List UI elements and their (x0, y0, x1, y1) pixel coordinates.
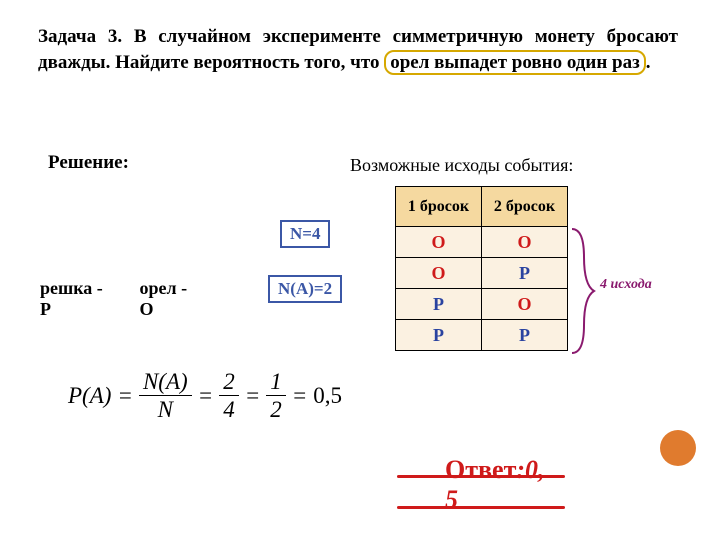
curly-bracket-icon (568, 227, 598, 355)
table-cell: О (396, 258, 482, 289)
n-box: N=4 (280, 220, 330, 248)
formula-result: 0,5 (313, 383, 342, 409)
corner-dot-icon (660, 430, 696, 466)
table-cell: О (396, 227, 482, 258)
answer-value-part1: :0, (516, 455, 544, 484)
table-row: Р Р (396, 320, 568, 351)
table-cell: Р (482, 320, 568, 351)
table-cell: Р (396, 289, 482, 320)
probability-formula: P(A) = N(A) N = 2 4 = 1 2 = 0,5 (68, 370, 342, 421)
answer-block: Ответ:0, 5 (445, 455, 545, 515)
formula-lhs: P(A) (68, 383, 111, 409)
outcomes-label: Возможные исходы события: (350, 155, 573, 176)
table-cell: Р (396, 320, 482, 351)
table-header-row: 1 бросок 2 бросок (396, 187, 568, 227)
problem-suffix: . (646, 52, 651, 73)
table-cell: О (482, 289, 568, 320)
answer-label: Ответ (445, 455, 516, 484)
legend: решка - Р орел - О (40, 278, 235, 320)
equals-sign: = (117, 383, 133, 409)
outcomes-table: 1 бросок 2 бросок О О О Р Р О Р Р (395, 186, 568, 351)
table-cell: О (482, 227, 568, 258)
equals-sign: = (292, 383, 308, 409)
fraction: 1 2 (266, 370, 286, 421)
answer-value-part2: 5 (445, 485, 458, 514)
legend-reshka: решка - Р (40, 278, 135, 320)
table-row: Р О (396, 289, 568, 320)
table-header: 2 бросок (482, 187, 568, 227)
table-row: О О (396, 227, 568, 258)
legend-orel: орел - О (140, 278, 235, 320)
four-outcomes-label: 4 исхода (600, 277, 652, 293)
problem-highlight: орел выпадет ровно один раз (384, 50, 646, 75)
table-row: О Р (396, 258, 568, 289)
outcomes-table-wrap: 1 бросок 2 бросок О О О Р Р О Р Р (395, 186, 568, 351)
na-box: N(A)=2 (268, 275, 342, 303)
table-cell: Р (482, 258, 568, 289)
solution-label: Решение: (48, 152, 129, 174)
problem-text: Задача 3. В случайном эксперименте симме… (38, 24, 678, 75)
fraction: N(A) N (139, 370, 192, 421)
fraction: 2 4 (219, 370, 239, 421)
equals-sign: = (198, 383, 214, 409)
equals-sign: = (245, 383, 261, 409)
table-header: 1 бросок (396, 187, 482, 227)
